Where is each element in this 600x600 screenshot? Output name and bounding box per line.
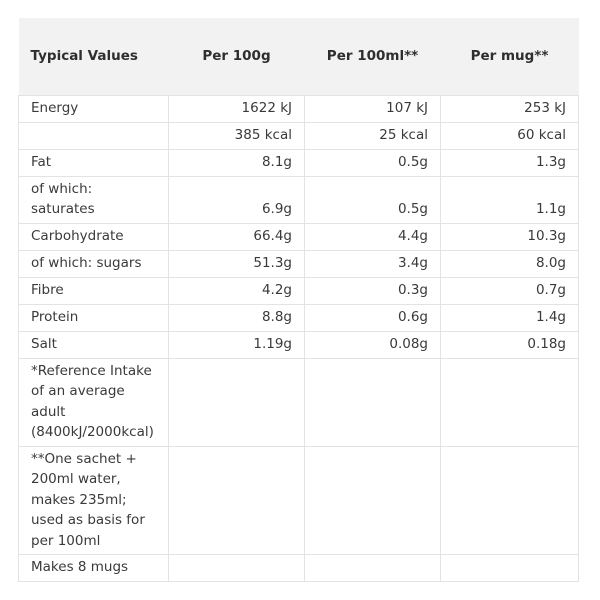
cell-per-100ml bbox=[304, 445, 441, 555]
table-row: Energy 1622 kJ 107 kJ 253 kJ bbox=[18, 94, 579, 123]
cell-per-100g: 385 kcal bbox=[168, 121, 305, 150]
row-label: of which: saturates bbox=[18, 175, 169, 224]
cell-per-mug: 0.7g bbox=[440, 276, 579, 305]
table-row: Fibre 4.2g 0.3g 0.7g bbox=[18, 276, 579, 305]
cell-per-100g: 8.8g bbox=[168, 303, 305, 332]
header-per-mug: Per mug** bbox=[470, 48, 549, 64]
cell-per-100g bbox=[168, 554, 305, 582]
cell-per-100ml: 4.4g bbox=[304, 222, 441, 251]
cell-per-100g: 6.9g bbox=[168, 175, 305, 224]
header-per-100g: Per 100g bbox=[202, 48, 271, 64]
row-label: Salt bbox=[18, 330, 169, 359]
row-label: Fibre bbox=[18, 276, 169, 305]
cell-per-mug: 60 kcal bbox=[440, 121, 579, 150]
cell-per-mug: 253 kJ bbox=[440, 94, 579, 123]
table-row: Fat 8.1g 0.5g 1.3g bbox=[18, 148, 579, 177]
table-row: Carbohydrate 66.4g 4.4g 10.3g bbox=[18, 222, 579, 251]
cell-per-100g: 4.2g bbox=[168, 276, 305, 305]
cell-per-100g: 8.1g bbox=[168, 148, 305, 177]
nutrition-table: Typical Values Per 100g Per 100ml** Per … bbox=[18, 18, 579, 582]
cell-per-100ml: 0.08g bbox=[304, 330, 441, 359]
cell-per-mug: 1.1g bbox=[440, 175, 579, 224]
cell-per-mug: 10.3g bbox=[440, 222, 579, 251]
cell-per-100g bbox=[168, 445, 305, 555]
cell-per-100g: 66.4g bbox=[168, 222, 305, 251]
cell-per-100ml: 3.4g bbox=[304, 249, 441, 278]
row-label bbox=[18, 121, 169, 150]
cell-per-100g bbox=[168, 357, 305, 447]
cell-per-100ml: 0.5g bbox=[304, 148, 441, 177]
cell-per-mug: 1.3g bbox=[440, 148, 579, 177]
table-row: **One sachet + 200ml water, makes 235ml;… bbox=[18, 445, 579, 555]
header-per-100ml: Per 100ml** bbox=[326, 48, 419, 64]
sachet-note: **One sachet + 200ml water, makes 235ml;… bbox=[18, 445, 169, 555]
cell-per-100ml: 0.6g bbox=[304, 303, 441, 332]
cell-per-mug bbox=[440, 445, 579, 555]
table-row: Makes 8 mugs bbox=[18, 554, 579, 582]
table-row: of which: saturates 6.9g 0.5g 1.1g bbox=[18, 175, 579, 224]
table-header: Typical Values Per 100g Per 100ml** Per … bbox=[18, 18, 579, 95]
cell-per-100ml bbox=[304, 554, 441, 582]
cell-per-100ml: 107 kJ bbox=[304, 94, 441, 123]
header-row: Typical Values Per 100g Per 100ml** Per … bbox=[18, 18, 579, 95]
cell-per-100ml bbox=[304, 357, 441, 447]
table-row: Protein 8.8g 0.6g 1.4g bbox=[18, 303, 579, 332]
row-label: Energy bbox=[18, 94, 169, 123]
row-label: Carbohydrate bbox=[18, 222, 169, 251]
cell-per-mug: 0.18g bbox=[440, 330, 579, 359]
makes-mugs-note: Makes 8 mugs bbox=[18, 554, 169, 582]
row-label: Protein bbox=[18, 303, 169, 332]
cell-per-100g: 1.19g bbox=[168, 330, 305, 359]
cell-per-100ml: 0.5g bbox=[304, 175, 441, 224]
row-label: Fat bbox=[18, 148, 169, 177]
table-row: 385 kcal 25 kcal 60 kcal bbox=[18, 121, 579, 150]
cell-per-mug bbox=[440, 554, 579, 582]
header-typical-values: Typical Values bbox=[30, 48, 138, 64]
cell-per-100ml: 0.3g bbox=[304, 276, 441, 305]
cell-per-mug: 1.4g bbox=[440, 303, 579, 332]
table-row: of which: sugars 51.3g 3.4g 8.0g bbox=[18, 249, 579, 278]
table-body: Energy 1622 kJ 107 kJ 253 kJ 385 kcal 25… bbox=[18, 94, 579, 582]
cell-per-mug: 8.0g bbox=[440, 249, 579, 278]
table-row: Salt 1.19g 0.08g 0.18g bbox=[18, 330, 579, 359]
reference-intake-note: *Reference Intake of an average adult (8… bbox=[18, 357, 169, 447]
cell-per-100ml: 25 kcal bbox=[304, 121, 441, 150]
row-label: of which: sugars bbox=[18, 249, 169, 278]
cell-per-100g: 1622 kJ bbox=[168, 94, 305, 123]
cell-per-100g: 51.3g bbox=[168, 249, 305, 278]
nutrition-table-container: Typical Values Per 100g Per 100ml** Per … bbox=[18, 18, 579, 582]
table-row: *Reference Intake of an average adult (8… bbox=[18, 357, 579, 447]
cell-per-mug bbox=[440, 357, 579, 447]
